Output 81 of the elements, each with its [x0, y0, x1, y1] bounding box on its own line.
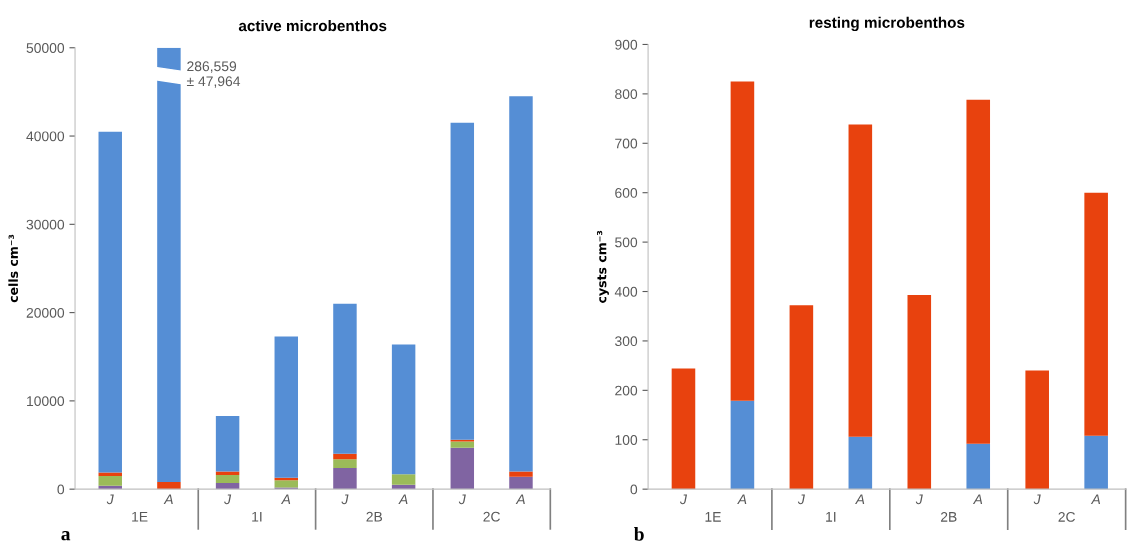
- bar: [333, 453, 357, 460]
- y-tick-label: 30000: [26, 219, 65, 230]
- bar: [1025, 370, 1049, 490]
- text: 2C: [1058, 511, 1076, 522]
- y-axis-title: cysts cm⁻³: [596, 230, 609, 303]
- x-tick-label: J: [1033, 494, 1041, 505]
- x-tick-label: A: [280, 494, 291, 505]
- bar: [1084, 435, 1108, 490]
- bar: [509, 471, 533, 477]
- text: 1E: [705, 512, 721, 522]
- bar: [671, 368, 696, 490]
- bar: [789, 305, 814, 490]
- bar: [98, 472, 122, 476]
- y-tick-label: 20000: [26, 307, 65, 318]
- x-tick-label: A: [1090, 494, 1101, 505]
- x-tick-label: J: [224, 494, 232, 505]
- x-tick-label: J: [341, 494, 349, 505]
- x-tick-label: A: [855, 494, 865, 505]
- text: 2C: [483, 511, 500, 522]
- bar: [966, 443, 991, 490]
- bar: [98, 475, 122, 486]
- bar: [157, 482, 181, 490]
- bar: [848, 436, 873, 490]
- y-tick-label: 800: [615, 89, 638, 100]
- y-tick-label: 500: [615, 237, 638, 248]
- text: 1E: [132, 511, 148, 522]
- bar: [730, 400, 755, 490]
- y-tick-label: 700: [615, 138, 638, 149]
- bar: [848, 124, 873, 437]
- text: 1I: [252, 511, 262, 522]
- y-tick-label: 200: [615, 385, 638, 396]
- y-tick-label: 400: [614, 286, 638, 297]
- y-tick-label: 300: [615, 336, 638, 347]
- bar: [333, 459, 357, 468]
- x-tick-label: A: [163, 494, 173, 505]
- x-tick-label: J: [915, 494, 923, 505]
- x-tick-label: A: [972, 494, 983, 505]
- bar: [907, 294, 932, 490]
- y-tick-label: 900: [615, 39, 638, 50]
- text: 2B: [366, 511, 383, 522]
- bar: [966, 99, 991, 444]
- bar: [274, 480, 299, 488]
- text: b: [634, 527, 644, 541]
- x-tick-label: A: [737, 494, 747, 505]
- x-tick-label: J: [458, 494, 466, 505]
- bar: [509, 96, 533, 472]
- text: 1I: [826, 512, 836, 522]
- bar: [215, 475, 240, 483]
- bar: [391, 344, 416, 475]
- bar: [391, 474, 416, 485]
- x-tick-label: J: [106, 494, 114, 505]
- y-tick-label: 40000: [26, 131, 65, 142]
- chart-title: active microbenthos: [238, 20, 387, 32]
- bar: [333, 467, 357, 490]
- bar: [450, 122, 475, 440]
- y-tick-label: 0: [630, 484, 638, 495]
- bar: [509, 476, 533, 490]
- bar: [450, 447, 475, 490]
- y-tick-label: 100: [615, 435, 638, 445]
- annotation: 286,559 ± 47,964: [186, 61, 241, 88]
- bar: [215, 482, 240, 490]
- x-tick-label: J: [679, 494, 688, 505]
- x-tick-label: A: [515, 494, 525, 505]
- chart-title: resting microbenthos: [809, 16, 965, 32]
- y-tick-label: 600: [615, 188, 638, 198]
- bar: [98, 131, 122, 473]
- bar: [333, 303, 357, 454]
- x-tick-label: A: [398, 494, 408, 505]
- y-tick-label: 50000: [26, 43, 65, 53]
- y-axis-title: cells cm⁻³: [8, 234, 19, 303]
- y-tick-label: 10000: [27, 396, 65, 407]
- bar: [215, 415, 240, 472]
- bar: [274, 336, 299, 478]
- text: a: [61, 531, 71, 541]
- bar: [730, 81, 755, 401]
- text: 2B: [940, 511, 957, 522]
- bar: [157, 47, 181, 483]
- y-tick-label: 0: [57, 484, 65, 495]
- bar: [1084, 192, 1108, 436]
- bar: [450, 441, 475, 448]
- x-tick-label: J: [797, 494, 805, 505]
